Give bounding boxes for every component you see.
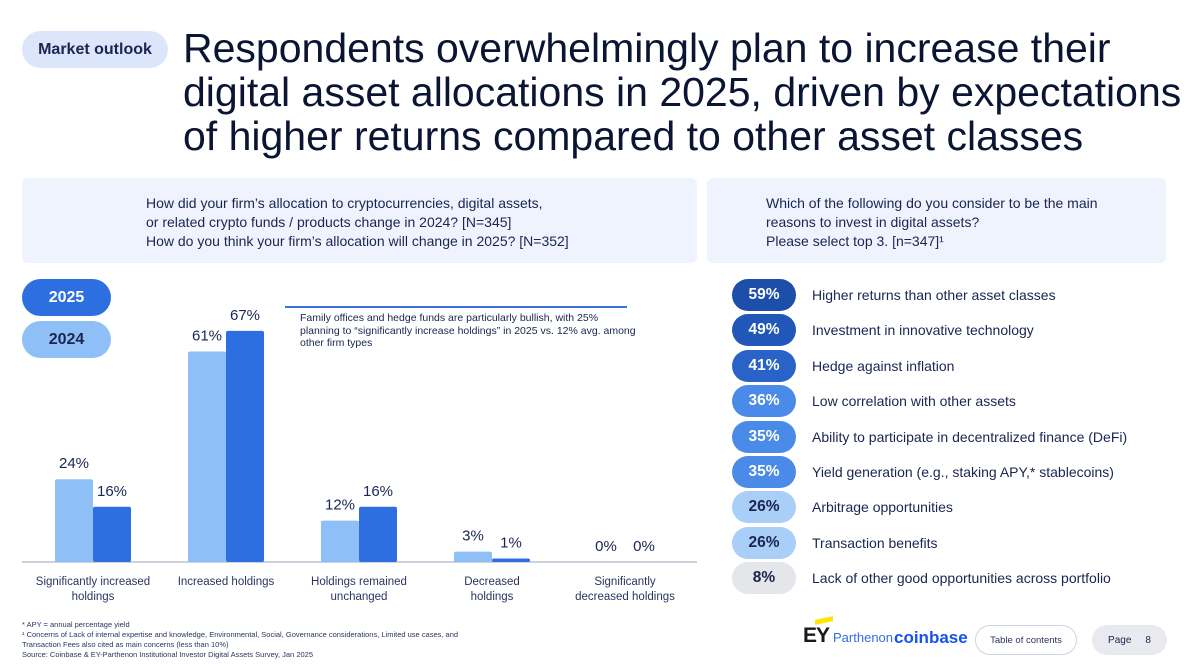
reason-row: 35% Ability to participate in decentraliz… — [732, 420, 1128, 453]
title-line: Respondents overwhelmingly plan to incre… — [183, 25, 1111, 71]
bar-value-label: 0% — [595, 538, 617, 555]
bar-value-label: 24% — [59, 455, 89, 472]
category-label: unchanged — [331, 591, 388, 603]
footnote-line: Source: Coinbase & EY-Parthenon Institut… — [22, 650, 313, 659]
category-label: Holdings remained — [311, 576, 407, 588]
coinbase-logo: coinbase — [894, 628, 968, 647]
reason-label: Transaction benefits — [812, 534, 938, 551]
reason-label: Lack of other good opportunities across … — [812, 570, 1111, 587]
page-label: Page — [1108, 634, 1132, 646]
allocation-bar-chart: 24% 16% Significantly increased holdings 61%… — [22, 307, 697, 603]
callout-note: Family offices and hedge funds are parti… — [300, 312, 636, 349]
reason-row: 26% Transaction benefits — [732, 526, 938, 559]
legend-2024: 2024 — [22, 321, 111, 358]
bar-value-label: 16% — [363, 483, 393, 500]
bar-value-label: 16% — [97, 483, 127, 500]
category-label: Significantly — [594, 576, 656, 588]
reason-row: 49% Investment in innovative technology — [732, 314, 1034, 347]
category-label: Increased holdings — [178, 576, 275, 588]
title-line: digital asset allocations in 2025, drive… — [183, 69, 1182, 115]
bar-value-label: 12% — [325, 497, 355, 514]
reason-label: Hedge against inflation — [812, 357, 955, 374]
ey-parthenon-logo: EY Parthenon — [803, 625, 893, 647]
bar-value-label: 3% — [462, 528, 484, 545]
bar-2025 — [359, 506, 397, 562]
reason-percent-badge: 59% — [732, 279, 796, 311]
reason-percent-badge: 26% — [732, 491, 796, 524]
legend-2025: 2025 — [22, 279, 111, 316]
category-label: Significantly increased — [36, 576, 150, 588]
bar-2024 — [321, 520, 359, 562]
reason-label: Ability to participate in decentralized … — [812, 428, 1128, 445]
reason-row: 59% Higher returns than other asset class… — [732, 279, 1056, 311]
page-title: Respondents overwhelmingly plan to incre… — [183, 26, 1183, 158]
reason-percent-badge: 35% — [732, 420, 796, 453]
bar-2025 — [226, 330, 264, 562]
parthenon-wordmark: Parthenon — [833, 630, 894, 645]
question-line: How do you think your firm’s allocation … — [146, 233, 569, 249]
bar-2024 — [454, 551, 492, 562]
reason-row: 8% Lack of other good opportunities acros… — [732, 562, 1111, 595]
reason-row: 41% Hedge against inflation — [732, 349, 955, 382]
footnotes: * APY = annual percentage yield ¹ Concer… — [22, 620, 502, 660]
reason-percent-badge: 35% — [732, 456, 796, 488]
ey-logo-mark: EY — [803, 624, 830, 647]
reason-row: 36% Low correlation with other assets — [732, 385, 1016, 418]
footnote-line: ¹ Concerns of Lack of internal expertise… — [22, 630, 459, 639]
category-label: holdings — [471, 591, 514, 603]
section-tag: Market outlook — [22, 31, 168, 68]
reason-label: Investment in innovative technology — [812, 322, 1034, 339]
question-line: or related crypto funds / products chang… — [146, 214, 512, 230]
bar-value-label: 0% — [633, 538, 655, 555]
table-of-contents-button[interactable]: Table of contents — [975, 625, 1077, 655]
reason-percent-badge: 36% — [732, 385, 796, 418]
bar-2024 — [55, 479, 93, 562]
reason-percent-badge: 8% — [732, 562, 796, 595]
callout-divider — [285, 306, 627, 308]
reason-percent-badge: 49% — [732, 314, 796, 347]
allocation-question-box: How did your firm’s allocation to crypto… — [22, 178, 697, 263]
reasons-question-box: Which of the following do you consider t… — [707, 178, 1166, 263]
question-line: Please select top 3. [n=347]¹ — [766, 233, 944, 249]
footnote-line: Transaction Fees also cited as main conc… — [22, 640, 229, 649]
reason-percent-badge: 41% — [732, 349, 796, 382]
category-label: holdings — [72, 591, 115, 603]
bar-2025 — [492, 558, 530, 562]
bar-value-label: 61% — [192, 328, 222, 345]
reason-label: Arbitrage opportunities — [812, 499, 953, 516]
page-indicator: Page 8 — [1092, 625, 1167, 655]
page-number: 8 — [1145, 634, 1151, 646]
reason-percent-badge: 26% — [732, 526, 796, 559]
bar-value-label: 1% — [500, 535, 522, 552]
bar-2025 — [93, 506, 131, 562]
question-line: Which of the following do you consider t… — [766, 195, 1098, 211]
reason-label: Low correlation with other assets — [812, 393, 1016, 410]
category-label: decreased holdings — [575, 591, 675, 603]
reason-row: 26% Arbitrage opportunities — [732, 491, 953, 524]
category-label: Decreased — [464, 576, 520, 588]
footnote-line: * APY = annual percentage yield — [22, 620, 130, 629]
question-line: reasons to invest in digital assets? — [766, 214, 980, 230]
reason-row: 35% Yield generation (e.g., staking APY,*… — [732, 456, 1114, 488]
bar-2024 — [188, 351, 226, 562]
title-line: of higher returns compared to other asse… — [183, 113, 1084, 159]
bar-value-label: 67% — [230, 307, 260, 324]
reason-label: Yield generation (e.g., staking APY,* st… — [812, 464, 1114, 480]
question-line: How did your firm’s allocation to crypto… — [146, 195, 543, 211]
reason-label: Higher returns than other asset classes — [812, 287, 1056, 303]
